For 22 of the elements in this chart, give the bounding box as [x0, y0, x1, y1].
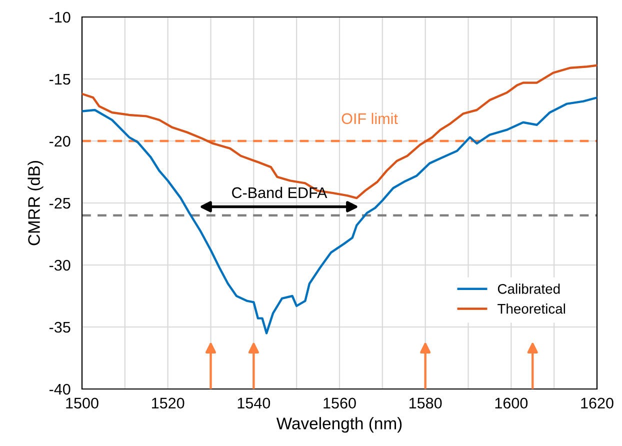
y-tick-label: -40	[49, 384, 70, 395]
y-axis-title: CMRR (dB)	[28, 160, 44, 246]
line-series	[82, 64, 597, 200]
x-tick-label: 1500	[66, 398, 98, 409]
x-axis-title: Wavelength (nm)	[276, 417, 402, 433]
legend-label: Calibrated	[498, 284, 560, 294]
x-tick-label: 1520	[152, 398, 184, 409]
line-series	[82, 96, 597, 334]
y-tick-label: -10	[49, 12, 70, 23]
y-tick-label: -25	[49, 198, 70, 209]
x-tick-label: 1560	[324, 398, 356, 409]
y-tick-label: -20	[49, 136, 70, 147]
y-tick-label: -35	[49, 322, 70, 333]
legend-label: Theoretical	[498, 304, 566, 314]
x-tick-label: 1600	[495, 398, 528, 409]
ref-line-label: OIF limit	[342, 112, 398, 124]
x-tick-label: 1580	[410, 398, 442, 409]
y-tick-label: -15	[49, 74, 70, 85]
x-tick-label: 1620	[581, 398, 614, 409]
y-tick-label: -30	[49, 260, 70, 271]
x-tick-label: 1540	[238, 398, 270, 409]
annotation: C-Band EDFA	[232, 186, 328, 198]
